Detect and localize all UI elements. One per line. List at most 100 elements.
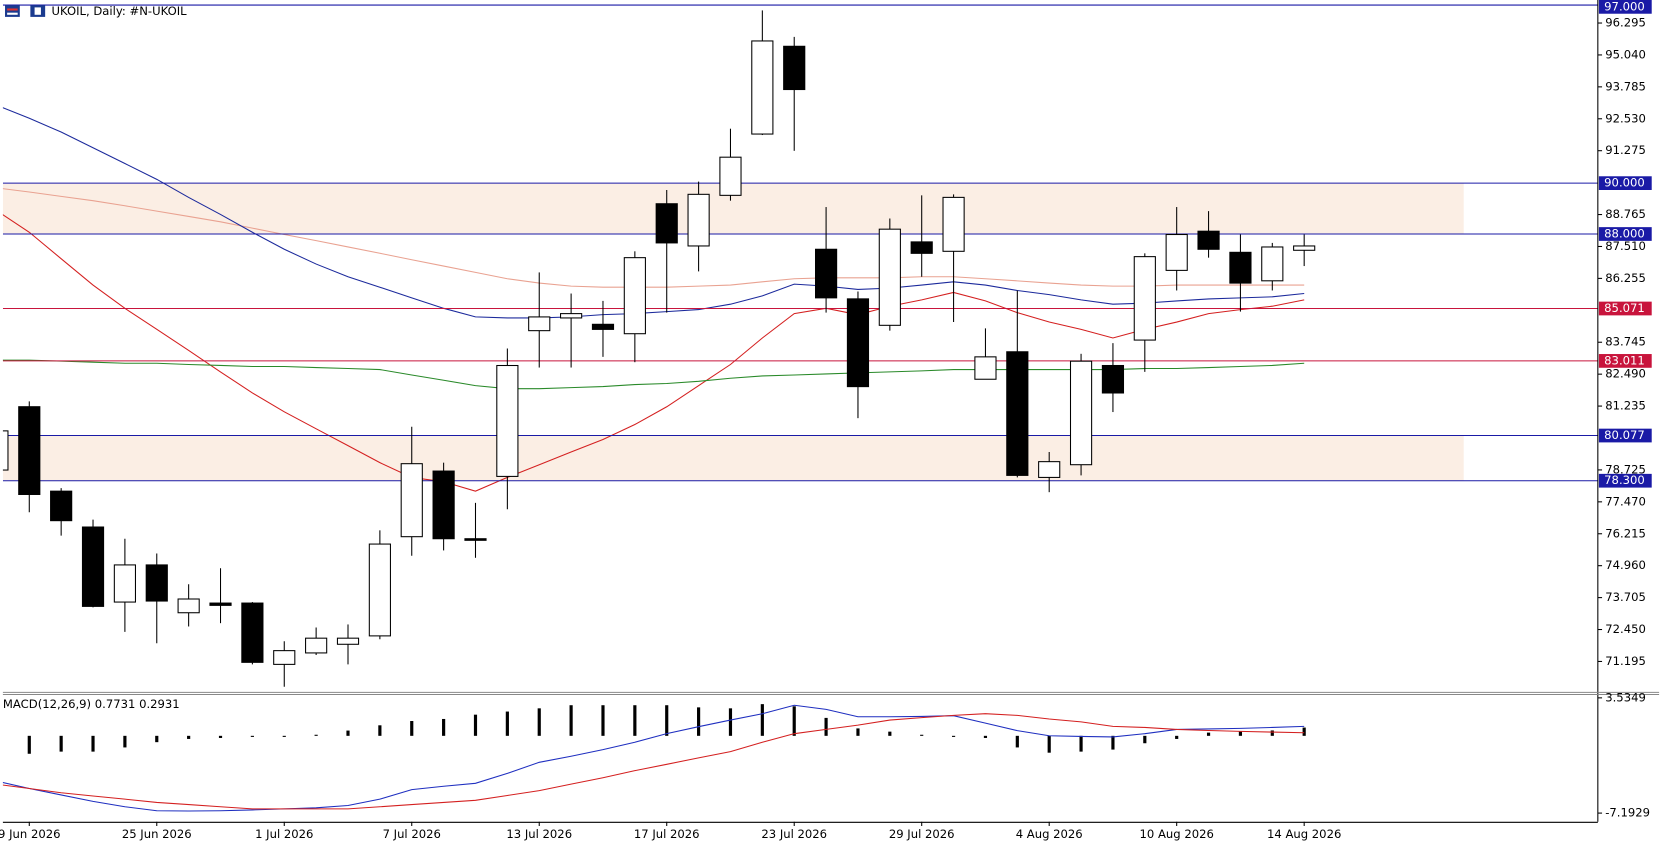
macd-bar bbox=[633, 705, 637, 736]
level-label: 97.000 bbox=[1604, 0, 1645, 13]
level-label-box bbox=[1598, 473, 1652, 488]
macd-bar bbox=[1111, 735, 1115, 750]
candle-body bbox=[623, 257, 646, 335]
macd-bar bbox=[282, 735, 286, 737]
candle-body bbox=[1101, 364, 1125, 394]
x-tick-label: 17 Jul 2026 bbox=[634, 827, 700, 841]
macd-bar bbox=[569, 705, 573, 736]
macd-bar bbox=[760, 704, 764, 736]
y-tick-label: -7.1929 bbox=[1605, 806, 1650, 820]
macd-bar bbox=[346, 730, 350, 736]
candle-body bbox=[241, 602, 264, 663]
macd-bar bbox=[665, 705, 669, 736]
level-label-box bbox=[1598, 354, 1652, 368]
indicator-line bbox=[2, 713, 1305, 810]
macd-bar bbox=[920, 734, 924, 736]
chart-title: UKOIL, Daily: #N-UKOIL bbox=[51, 4, 187, 18]
candle-body bbox=[209, 602, 232, 606]
x-tick-label: 23 Jul 2026 bbox=[761, 827, 827, 841]
price-panel bbox=[2, 4, 1598, 687]
candle-body bbox=[687, 193, 710, 247]
candle-body bbox=[814, 248, 838, 299]
y-tick-label: 82.490 bbox=[1605, 367, 1646, 381]
macd-bar bbox=[792, 706, 796, 736]
level-label: 80.077 bbox=[1604, 428, 1645, 442]
macd-bar bbox=[155, 735, 159, 743]
candle-body bbox=[1197, 230, 1220, 250]
candle-body bbox=[846, 298, 870, 388]
symbol-icons bbox=[5, 5, 46, 17]
x-tick-label: 1 Jul 2026 bbox=[255, 827, 313, 841]
candle-body bbox=[878, 228, 901, 326]
indicator-line bbox=[2, 214, 1305, 492]
icon bbox=[34, 7, 41, 15]
level-label: 83.011 bbox=[1604, 353, 1645, 367]
candle-body bbox=[400, 463, 423, 538]
macd-bar bbox=[728, 708, 733, 736]
macd-bar bbox=[314, 734, 318, 736]
candle-body bbox=[1261, 246, 1284, 282]
icon bbox=[7, 8, 18, 11]
macd-bar bbox=[1079, 735, 1083, 752]
y-tick-label: 71.195 bbox=[1605, 654, 1646, 668]
macd-bar bbox=[1238, 731, 1243, 736]
macd-bar bbox=[218, 735, 223, 738]
candle-body bbox=[1133, 256, 1156, 341]
macd-bar bbox=[951, 735, 956, 737]
candle-body bbox=[113, 564, 136, 603]
candle-body bbox=[719, 156, 742, 196]
macd-bar bbox=[537, 708, 541, 736]
y-tick-label: 81.235 bbox=[1605, 399, 1646, 413]
macd-bar bbox=[442, 718, 446, 736]
macd-bar bbox=[27, 735, 31, 754]
candle-body bbox=[496, 364, 519, 477]
macd-bar bbox=[1206, 732, 1211, 736]
y-tick-label: 83.745 bbox=[1605, 335, 1646, 349]
candle-body bbox=[2, 430, 9, 471]
candle-body bbox=[273, 650, 296, 665]
candle-body bbox=[368, 543, 391, 637]
level-label-box bbox=[1598, 301, 1652, 316]
axes bbox=[2, 0, 1660, 823]
candle-body bbox=[336, 637, 360, 645]
macd-bar bbox=[505, 711, 509, 736]
y-tick-label: 92.530 bbox=[1605, 111, 1646, 125]
candle-body bbox=[432, 470, 455, 540]
x-tick-label: 4 Aug 2026 bbox=[1016, 827, 1083, 841]
y-tick-label: 93.785 bbox=[1605, 79, 1646, 93]
icon bbox=[7, 12, 18, 15]
level-label-box bbox=[1598, 428, 1652, 443]
level-label: 90.000 bbox=[1604, 176, 1645, 190]
y-tick-label: 77.470 bbox=[1605, 494, 1646, 508]
y-tick-label: 96.295 bbox=[1605, 16, 1646, 30]
candle-body bbox=[942, 196, 965, 252]
macd-bar bbox=[983, 735, 988, 738]
macd-bar bbox=[59, 735, 63, 752]
macd-bar bbox=[187, 735, 191, 739]
macd-bar bbox=[1270, 730, 1274, 736]
indicator-line bbox=[2, 704, 1305, 812]
candle-body bbox=[974, 356, 997, 380]
macd-bar bbox=[697, 707, 701, 736]
indicator-line bbox=[2, 107, 1305, 319]
x-tick-label: 14 Aug 2026 bbox=[1267, 827, 1341, 841]
x-tick-label: 9 Jun 2026 bbox=[0, 827, 61, 841]
candle-body bbox=[1165, 233, 1188, 271]
level-label-box bbox=[1598, 176, 1652, 191]
y-tick-label: 3.5349 bbox=[1605, 690, 1646, 704]
macd-bar bbox=[824, 717, 828, 736]
macd-bar bbox=[250, 735, 254, 737]
y-tick-label: 78.725 bbox=[1605, 462, 1646, 476]
y-tick-label: 72.450 bbox=[1605, 622, 1646, 636]
y-tick-label: 86.255 bbox=[1605, 271, 1646, 285]
macd-bar bbox=[91, 735, 95, 752]
macd-bar bbox=[601, 705, 605, 736]
candle-body bbox=[1006, 351, 1029, 476]
macd-bar bbox=[856, 728, 860, 736]
level-label: 88.000 bbox=[1604, 227, 1645, 241]
y-tick-label: 91.275 bbox=[1605, 143, 1646, 157]
candle-body bbox=[1038, 461, 1061, 478]
x-tick-label: 13 Jul 2026 bbox=[506, 827, 572, 841]
